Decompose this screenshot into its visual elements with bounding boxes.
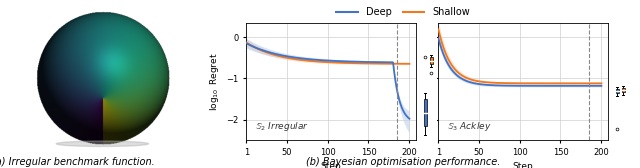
- Bar: [424, 99, 427, 126]
- Y-axis label: $\log_{10}$ Regret: $\log_{10}$ Regret: [208, 52, 221, 111]
- Legend: Deep, Shallow: Deep, Shallow: [333, 3, 474, 21]
- Bar: [429, 57, 433, 64]
- X-axis label: Step: Step: [513, 162, 534, 168]
- Text: $\mathbb{S}_3$ Ackley: $\mathbb{S}_3$ Ackley: [447, 119, 492, 133]
- Text: (b) Bayesian optimisation performance.: (b) Bayesian optimisation performance.: [306, 157, 500, 167]
- Text: (a) Irregular benchmark function.: (a) Irregular benchmark function.: [0, 157, 155, 167]
- X-axis label: Step: Step: [321, 162, 342, 168]
- Bar: [616, 89, 619, 93]
- Text: $\mathbb{S}_2$ Irregular: $\mathbb{S}_2$ Irregular: [255, 119, 309, 133]
- Ellipse shape: [56, 141, 148, 146]
- Bar: [621, 88, 625, 92]
